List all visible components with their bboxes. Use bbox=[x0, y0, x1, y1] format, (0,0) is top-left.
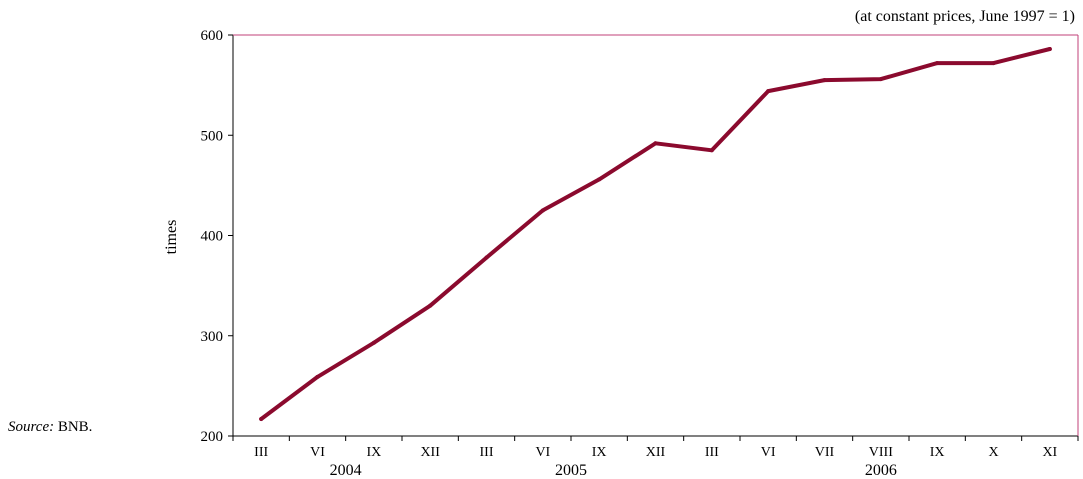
x-tick-label: XII bbox=[646, 445, 666, 460]
data-point bbox=[1047, 47, 1052, 52]
data-point bbox=[428, 303, 433, 308]
y-tick-label: 400 bbox=[201, 229, 224, 245]
x-tick-label: IX bbox=[366, 445, 381, 460]
x-tick-label: VI bbox=[535, 445, 550, 460]
x-tick-label: VIII bbox=[869, 445, 893, 460]
x-group-label: 2004 bbox=[330, 462, 362, 479]
plot-area bbox=[233, 34, 1079, 436]
data-point bbox=[822, 78, 827, 83]
y-tick-label: 300 bbox=[201, 329, 224, 345]
data-point bbox=[597, 177, 602, 182]
x-tick-label: III bbox=[480, 445, 494, 460]
y-tick-label: 600 bbox=[201, 28, 224, 44]
source-value: BNB. bbox=[57, 419, 93, 435]
data-point bbox=[653, 141, 658, 146]
chart-note: (at constant prices, June 1997 = 1) bbox=[854, 8, 1075, 25]
x-axis: III VI IX XII III VI IX XII III VI VII VIII IX X XI 200… bbox=[232, 435, 1079, 479]
data-point bbox=[540, 208, 545, 213]
x-tick-label: III bbox=[705, 445, 719, 460]
data-point bbox=[935, 61, 940, 66]
x-tick-label: XI bbox=[1042, 445, 1057, 460]
series-line bbox=[259, 47, 1052, 421]
data-point bbox=[991, 61, 996, 66]
x-tick-label: VI bbox=[310, 445, 325, 460]
data-point bbox=[766, 89, 771, 94]
data-point bbox=[709, 148, 714, 153]
data-point bbox=[484, 255, 489, 260]
y-axis: 200 300 400 500 600 bbox=[201, 28, 234, 445]
x-group-label: 2005 bbox=[555, 462, 587, 479]
source-label: Source: bbox=[8, 419, 55, 435]
x-tick-label: IX bbox=[930, 445, 945, 460]
y-tick-label: 200 bbox=[201, 429, 224, 445]
x-group-label: 2006 bbox=[865, 462, 897, 479]
x-tick-label: VI bbox=[761, 445, 776, 460]
data-point bbox=[315, 374, 320, 379]
y-tick-label: 500 bbox=[201, 128, 224, 144]
data-point bbox=[259, 416, 264, 421]
data-point bbox=[371, 340, 376, 345]
x-tick-label: IX bbox=[592, 445, 607, 460]
x-tick-label: X bbox=[988, 445, 998, 460]
x-tick-label: VII bbox=[815, 445, 835, 460]
data-point bbox=[878, 77, 883, 82]
x-tick-label: XII bbox=[420, 445, 440, 460]
y-axis-label: times bbox=[163, 220, 180, 255]
source-note: Source: BNB. bbox=[8, 419, 92, 436]
x-tick-label: III bbox=[254, 445, 268, 460]
